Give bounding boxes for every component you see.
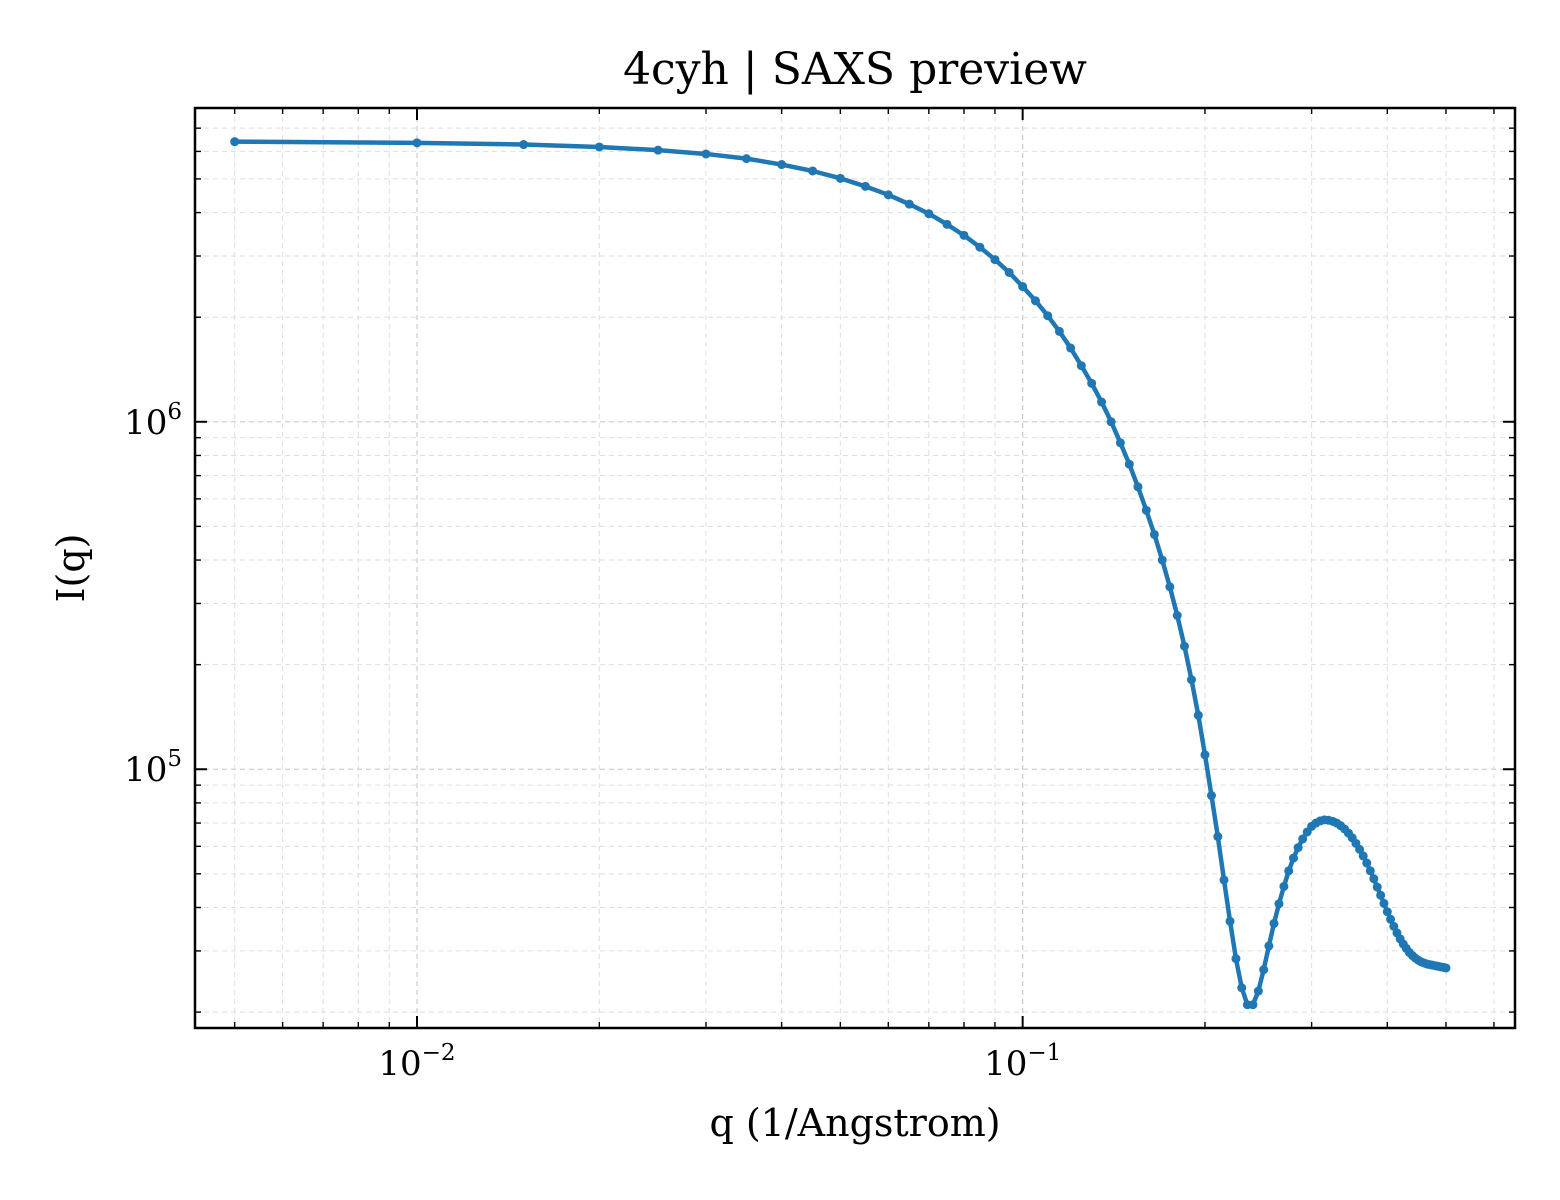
data-point	[1206, 791, 1216, 801]
data-point	[701, 149, 711, 159]
data-point	[924, 209, 934, 219]
data-point	[1376, 890, 1386, 900]
data-point	[1054, 326, 1064, 336]
data-point	[1115, 438, 1125, 448]
data-point	[808, 166, 818, 176]
data-point	[1193, 710, 1203, 720]
data-point	[1076, 361, 1086, 371]
data-point	[1030, 296, 1040, 306]
x-tick-label: 10−2	[378, 1040, 455, 1084]
data-point	[1284, 866, 1294, 876]
y-tick-label: 105	[124, 746, 182, 790]
data-point	[990, 255, 1000, 265]
data-point	[1179, 641, 1189, 651]
data-point	[1157, 555, 1167, 565]
data-point	[594, 142, 604, 152]
data-point	[1087, 378, 1097, 388]
data-point	[1298, 834, 1308, 844]
data-point	[835, 173, 845, 183]
data-point	[1018, 282, 1028, 292]
data-point	[1248, 1000, 1258, 1010]
data-point	[883, 190, 893, 200]
data-point	[1231, 954, 1241, 964]
data-point	[653, 145, 663, 155]
data-point	[1274, 899, 1284, 909]
data-point	[1172, 611, 1182, 620]
data-point	[1149, 529, 1159, 539]
data-point	[1365, 866, 1375, 876]
data-point	[1379, 898, 1389, 908]
data-point	[1372, 882, 1382, 892]
data-point	[1004, 267, 1014, 277]
axis-ticks: 10−2 10−1 105 106	[124, 107, 1515, 1084]
data-point	[1237, 983, 1247, 993]
data-point	[1225, 916, 1235, 926]
data-point	[1355, 844, 1365, 854]
data-point	[230, 137, 240, 147]
x-axis-label: q (1/Angstrom)	[709, 1101, 1000, 1145]
data-point	[1288, 853, 1298, 863]
data-point	[777, 160, 787, 170]
data-point	[1358, 851, 1368, 861]
x-tick-label: 10−1	[984, 1040, 1061, 1084]
chart-title: 4cyh | SAXS preview	[623, 44, 1087, 95]
data-point	[1124, 459, 1134, 469]
data-point	[1213, 832, 1223, 842]
data-point	[1264, 941, 1274, 951]
data-point	[1219, 875, 1229, 885]
data-point	[519, 140, 529, 150]
grid	[195, 107, 1515, 1028]
data-point	[1133, 482, 1143, 492]
data-point	[959, 230, 969, 240]
data-point	[412, 138, 422, 148]
data-series	[230, 137, 1451, 1010]
data-point	[1186, 675, 1196, 685]
data-point	[1269, 918, 1279, 928]
data-point	[1106, 417, 1116, 427]
data-point	[1362, 858, 1372, 868]
y-axis-label: I(q)	[49, 534, 93, 603]
data-point	[942, 219, 952, 229]
y-tick-label: 106	[124, 399, 182, 443]
data-point	[1141, 505, 1151, 515]
data-point	[1165, 582, 1175, 592]
data-point	[1279, 881, 1289, 891]
data-point	[1200, 750, 1210, 760]
data-point	[1386, 914, 1396, 924]
data-point	[1293, 843, 1303, 853]
data-point	[742, 154, 752, 164]
data-point	[1066, 343, 1076, 353]
data-point	[1259, 965, 1269, 975]
data-point	[975, 242, 985, 252]
data-point	[1369, 874, 1379, 884]
data-point	[904, 199, 914, 209]
data-point	[1441, 963, 1451, 973]
data-point	[1253, 986, 1263, 996]
data-point	[1097, 397, 1107, 407]
data-point	[1382, 907, 1392, 917]
plot-frame	[193, 106, 1517, 1030]
data-point	[1043, 311, 1053, 321]
data-point	[860, 181, 870, 191]
